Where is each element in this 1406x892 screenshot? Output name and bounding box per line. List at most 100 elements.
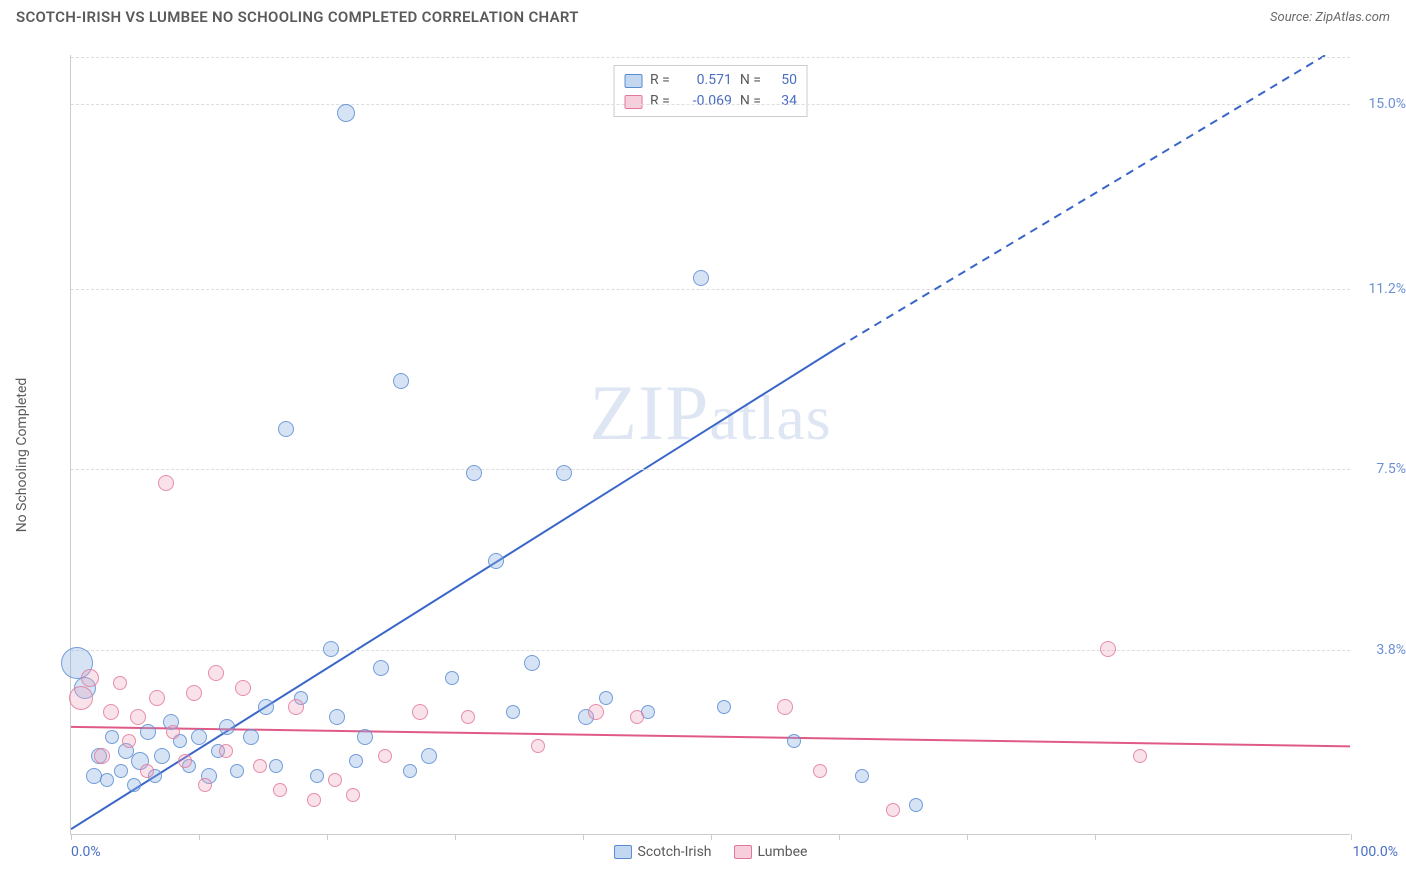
scatter-point	[149, 690, 165, 706]
scatter-point	[461, 710, 475, 724]
x-tick	[1095, 834, 1096, 840]
chart-title: SCOTCH-IRISH VS LUMBEE NO SCHOOLING COMP…	[16, 8, 579, 26]
gridline	[71, 104, 1350, 105]
scatter-point	[269, 759, 283, 773]
scatter-point	[886, 803, 900, 817]
scatter-point	[373, 660, 389, 676]
scatter-point	[421, 748, 437, 764]
scatter-point	[393, 373, 409, 389]
scatter-point	[909, 798, 923, 812]
scatter-point	[346, 788, 360, 802]
scatter-point	[230, 764, 244, 778]
swatch-pink	[734, 845, 752, 859]
scatter-point	[208, 665, 224, 681]
scatter-point	[278, 421, 294, 437]
scatter-point	[556, 465, 572, 481]
scatter-point	[69, 686, 93, 710]
scatter-point	[81, 669, 99, 687]
header: SCOTCH-IRISH VS LUMBEE NO SCHOOLING COMP…	[0, 0, 1406, 30]
scatter-point	[328, 773, 342, 787]
scatter-point	[630, 710, 644, 724]
scatter-point	[813, 764, 827, 778]
y-tick-label: 15.0%	[1368, 96, 1406, 112]
stat-r-value-blue: 0.571	[678, 70, 732, 91]
stat-n-value-pink: 34	[769, 91, 797, 112]
stat-n-value-blue: 50	[769, 70, 797, 91]
scatter-point	[114, 764, 128, 778]
scatter-point	[403, 764, 417, 778]
scatter-point	[445, 671, 459, 685]
scatter-point	[235, 680, 251, 696]
gridline	[71, 289, 1350, 290]
scatter-point	[253, 759, 267, 773]
x-tick	[583, 834, 584, 840]
scatter-point	[140, 724, 156, 740]
gridline	[71, 650, 1350, 651]
legend-row-scotch-irish: R = 0.571 N = 50	[624, 70, 797, 91]
source-attribution: Source: ZipAtlas.com	[1270, 10, 1390, 25]
scatter-point	[127, 778, 141, 792]
y-tick-label: 3.8%	[1376, 642, 1406, 658]
scatter-point	[599, 691, 613, 705]
chart-container: No Schooling Completed ZIPatlas R = 0.57…	[50, 45, 1390, 865]
x-tick	[327, 834, 328, 840]
y-tick-label: 11.2%	[1368, 281, 1406, 297]
legend-label: Scotch-Irish	[638, 844, 712, 860]
y-axis-label: No Schooling Completed	[14, 378, 30, 533]
scatter-point	[1133, 749, 1147, 763]
scatter-point	[531, 739, 545, 753]
scatter-point	[191, 729, 207, 745]
stat-r-label: R =	[650, 70, 670, 91]
scatter-point	[154, 748, 170, 764]
plot-area: ZIPatlas R = 0.571 N = 50 R = -0.069 N =…	[70, 55, 1350, 835]
scatter-point	[219, 719, 235, 735]
swatch-blue	[624, 74, 642, 88]
x-axis-max-label: 100.0%	[1353, 844, 1398, 860]
x-tick	[1351, 834, 1352, 840]
scatter-point	[243, 729, 259, 745]
legend-item-scotch-irish: Scotch-Irish	[614, 844, 712, 860]
legend-label: Lumbee	[758, 844, 808, 860]
scatter-point	[588, 704, 604, 720]
scatter-point	[337, 104, 355, 122]
legend-stats-box: R = 0.571 N = 50 R = -0.069 N = 34	[613, 65, 808, 117]
x-tick	[839, 834, 840, 840]
scatter-point	[717, 700, 731, 714]
x-tick	[455, 834, 456, 840]
scatter-point	[105, 730, 119, 744]
scatter-point	[273, 783, 287, 797]
x-tick	[967, 834, 968, 840]
scatter-point	[412, 704, 428, 720]
stat-r-label: R =	[650, 91, 670, 112]
swatch-blue	[614, 845, 632, 859]
x-tick	[71, 834, 72, 840]
scatter-point	[258, 699, 274, 715]
bottom-legend: Scotch-Irish Lumbee	[614, 844, 808, 860]
scatter-point	[693, 270, 709, 286]
stat-n-label: N =	[740, 70, 761, 91]
legend-row-lumbee: R = -0.069 N = 34	[624, 91, 797, 112]
scatter-point	[323, 641, 339, 657]
scatter-point	[307, 793, 321, 807]
x-tick	[711, 834, 712, 840]
legend-item-lumbee: Lumbee	[734, 844, 808, 860]
scatter-point	[178, 754, 192, 768]
gridline	[71, 57, 1350, 58]
scatter-point	[122, 734, 136, 748]
scatter-point	[1100, 641, 1116, 657]
scatter-point	[310, 769, 324, 783]
stat-n-label: N =	[740, 91, 761, 112]
scatter-point	[524, 655, 540, 671]
y-tick-label: 7.5%	[1376, 461, 1406, 477]
gridline	[71, 469, 1350, 470]
scatter-point	[378, 749, 392, 763]
scatter-point	[488, 553, 504, 569]
scatter-point	[113, 676, 127, 690]
scatter-point	[787, 734, 801, 748]
scatter-point	[349, 754, 363, 768]
scatter-point	[100, 773, 114, 787]
x-tick	[199, 834, 200, 840]
trendlines-svg	[71, 55, 1350, 834]
scatter-point	[329, 709, 345, 725]
scatter-point	[186, 685, 202, 701]
